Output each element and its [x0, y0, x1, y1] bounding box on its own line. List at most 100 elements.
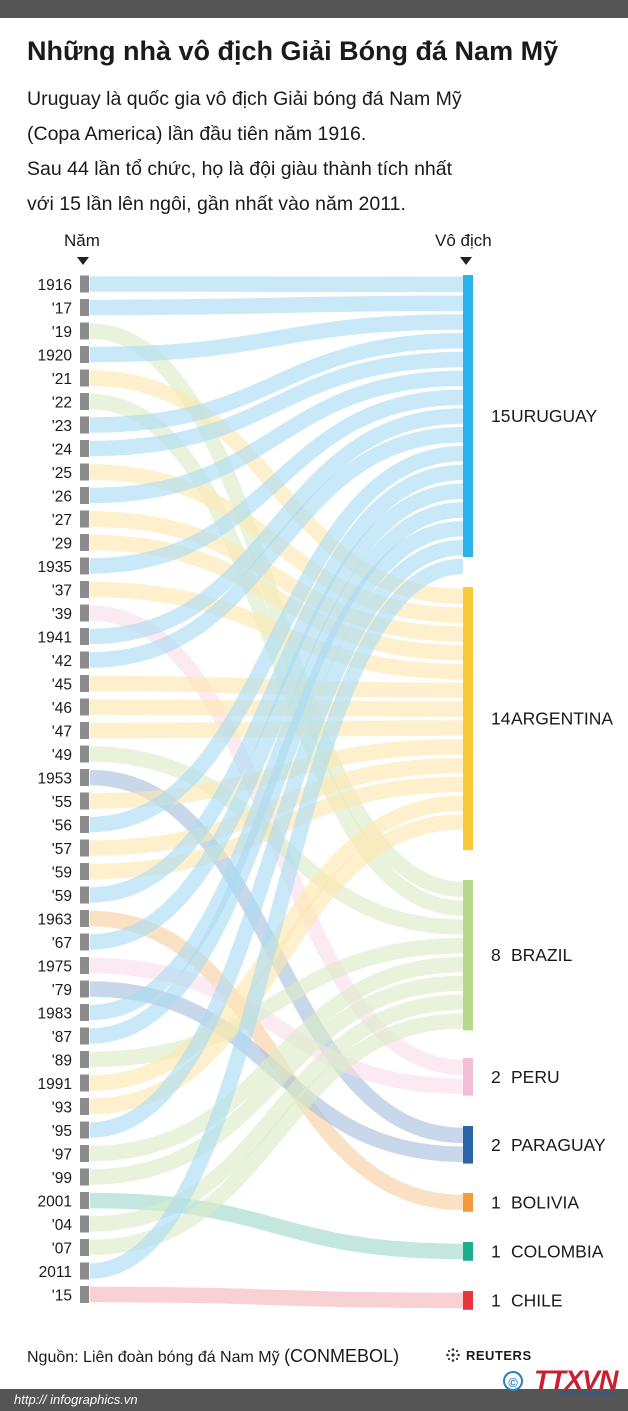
champion-bar — [463, 1242, 473, 1261]
champion-count-label: 14 — [491, 709, 511, 729]
flow-band — [89, 757, 464, 856]
year-bar — [80, 957, 89, 974]
year-bar — [80, 910, 89, 927]
flow-band — [89, 427, 464, 668]
year-label: '39 — [52, 606, 72, 623]
year-label: 1983 — [38, 1006, 72, 1023]
top-bar — [0, 0, 628, 18]
intro-line: (Copa America) lần đầu tiên năm 1916. — [27, 123, 367, 145]
page-title: Những nhà vô địch Giải Bóng đá Nam Mỹ — [27, 36, 559, 66]
year-label: '93 — [52, 1100, 72, 1117]
year-label: '24 — [52, 442, 73, 459]
year-label: 1975 — [38, 959, 72, 976]
source-note: Nguồn: Liên đoàn bóng đá Nam Mỹ (CONMEBO… — [27, 1346, 399, 1367]
year-bar — [80, 1027, 89, 1045]
year-bar — [80, 534, 89, 551]
year-label: 1935 — [38, 559, 72, 576]
year-label: '22 — [52, 395, 72, 412]
champion-name-label: ARGENTINA — [511, 709, 613, 729]
year-bar — [80, 769, 89, 786]
year-label: '19 — [52, 324, 72, 341]
champion-bar — [463, 1126, 473, 1164]
year-bar — [80, 839, 89, 857]
year-label: 1920 — [38, 348, 73, 365]
year-bar — [80, 463, 89, 481]
year-label: '95 — [52, 1123, 72, 1140]
year-label-group: 1916 '17 '19 1920 '21 '22 '23 '24 '25 '26 '27 '29 19… — [38, 277, 73, 1305]
year-label: '15 — [52, 1288, 72, 1305]
year-label: '25 — [52, 465, 72, 482]
year-label: '47 — [52, 724, 72, 741]
flow-band — [89, 558, 464, 1279]
flow-band — [89, 408, 464, 645]
year-bar — [80, 980, 89, 998]
year-bar — [80, 369, 89, 387]
year-label: '97 — [52, 1147, 72, 1164]
flow-band — [89, 295, 464, 316]
year-label: '59 — [52, 865, 72, 882]
year-label: 2011 — [39, 1264, 72, 1281]
year-bar — [80, 487, 89, 504]
year-bar — [80, 416, 89, 434]
year-bar — [80, 393, 89, 410]
year-label: 1941 — [38, 630, 72, 647]
champion-count-label: 1 — [491, 1290, 501, 1310]
year-label: '27 — [52, 512, 72, 529]
year-bar — [80, 1215, 89, 1233]
year-label: '87 — [52, 1029, 72, 1046]
year-bar — [80, 1145, 89, 1162]
year-label: '46 — [52, 700, 72, 717]
site-url[interactable]: http:// infographics.vn — [14, 1392, 138, 1407]
champion-bar — [463, 1058, 473, 1096]
champion-name-label: PARAGUAY — [511, 1135, 606, 1155]
intro-text: Uruguay là quốc gia vô địch Giải bóng đá… — [27, 82, 607, 222]
champion-header-arrow-icon — [460, 257, 472, 265]
year-bar — [80, 1262, 89, 1280]
flow-band — [89, 975, 464, 1185]
ttxvn-subtext: Vietnam News Agency — [558, 1391, 618, 1397]
flow-band — [89, 464, 464, 903]
year-bar — [80, 604, 89, 622]
flow-band — [89, 511, 464, 642]
champion-bar — [463, 880, 473, 1031]
year-label: '07 — [52, 1241, 72, 1258]
year-bar — [80, 628, 89, 645]
champion-column-header: Vô địch — [435, 231, 492, 250]
year-bar — [80, 698, 89, 716]
flow-band — [89, 521, 464, 1044]
flow-band — [89, 389, 464, 574]
year-bar — [80, 722, 89, 739]
year-bar — [80, 1168, 89, 1186]
year-label: 1953 — [38, 771, 72, 788]
year-label: '56 — [52, 818, 72, 835]
year-column-header: Năm — [64, 231, 100, 250]
year-label: 1963 — [38, 912, 72, 929]
year-label: '23 — [52, 418, 72, 435]
flow-band — [89, 323, 464, 898]
ttxvn-logo: TTXVN Vietnam News Agency — [530, 1365, 620, 1401]
source-org: (CONMEBOL) — [284, 1346, 400, 1366]
champion-name-label: URUGUAY — [511, 406, 598, 426]
year-label: '37 — [52, 583, 72, 600]
champion-count-label: 15 — [491, 406, 510, 426]
year-label: '21 — [52, 371, 72, 388]
flow-band — [89, 351, 464, 457]
year-bar — [80, 581, 89, 598]
year-header-arrow-icon — [77, 257, 89, 265]
year-label: '45 — [52, 677, 72, 694]
champion-count-label: 2 — [491, 1067, 501, 1087]
champion-name-label: CHILE — [511, 1290, 563, 1310]
year-bar — [80, 745, 89, 763]
year-bar-group — [80, 275, 89, 1303]
intro-line: Sau 44 lần tổ chức, họ là đội giàu thành… — [27, 158, 453, 180]
champion-bar — [463, 275, 473, 557]
year-bar — [80, 1239, 89, 1256]
champion-name-label: COLOMBIA — [511, 1241, 604, 1261]
flow-band — [89, 534, 464, 661]
champion-label-group: 15 URUGUAY 14 ARGENTINA 8 BRAZIL 2 PERU 2 PARAGUA… — [491, 406, 613, 1310]
year-bar — [80, 675, 89, 692]
champion-bar-group — [463, 275, 473, 1310]
year-label: '26 — [52, 489, 72, 506]
intro-line: Uruguay là quốc gia vô địch Giải bóng đá… — [27, 88, 462, 110]
year-label: '67 — [52, 935, 72, 952]
